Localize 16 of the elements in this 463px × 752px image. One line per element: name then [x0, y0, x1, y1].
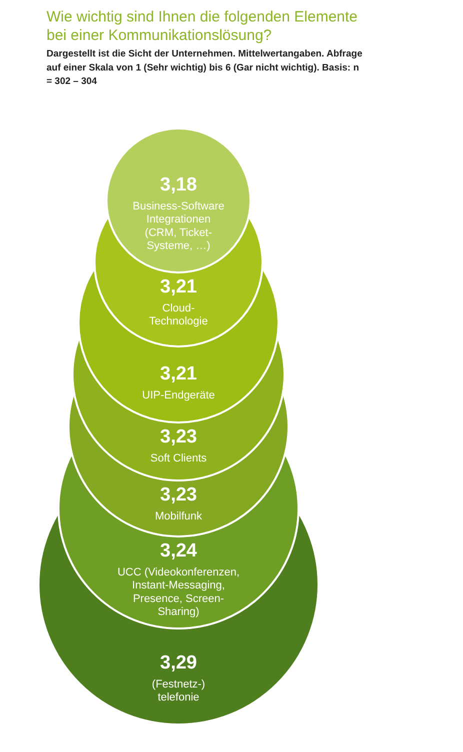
- text: Wie wichtig sind Ihnen die folgenden Elemente bei einer Kommunikationslösung?: [46, 8, 358, 44]
- category-label: Soft Clients: [150, 452, 208, 464]
- data-label: 3,21: [160, 364, 198, 384]
- data-label: 3,23: [160, 484, 197, 506]
- data-label: 3,29: [160, 652, 197, 674]
- text: Dargestellt ist die Sicht der Unternehmen. Mittelwertangaben. Abfrage auf einer Skala von 1 (Sehr wichtig) bis 6 (Gar nicht wichtig). Basis: n = 302 – 304: [46, 48, 362, 87]
- category-label: Business-Software Integrationen (CRM, Ticket- Systeme, …): [132, 200, 224, 252]
- data-label: 3,21: [160, 276, 198, 298]
- data-label: 3,23: [160, 426, 197, 448]
- category-label: Cloud- Technologie: [149, 302, 208, 328]
- category-label: (Festnetz-) telefonie: [152, 678, 206, 704]
- category-label: UCC (Videokonferenzen, Instant-Messaging, Presence, Screen- Sharing): [117, 566, 240, 618]
- category-label: UIP-Endgeräte: [142, 390, 215, 402]
- data-label: 3,24: [160, 540, 198, 562]
- category-label: Mobilfunk: [154, 510, 203, 522]
- data-label: 3,18: [160, 174, 197, 196]
